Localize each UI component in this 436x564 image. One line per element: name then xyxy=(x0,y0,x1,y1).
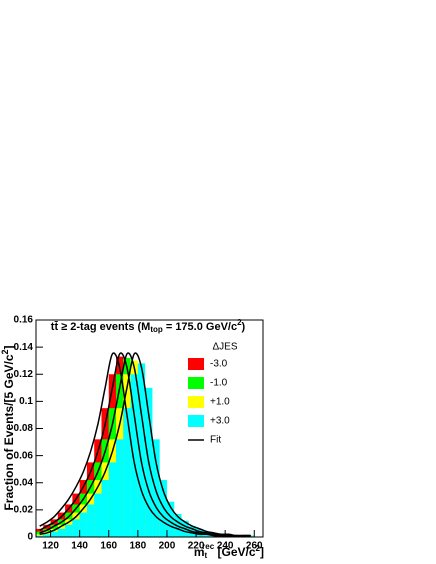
y-tick-label: 0.1 xyxy=(19,396,33,407)
legend-label: +3.0 xyxy=(210,416,230,427)
y-tick-label: 0.16 xyxy=(14,315,34,326)
histogram-bar xyxy=(79,512,87,537)
title-main: tt̄ ≥ 2-tag events (M xyxy=(51,321,151,333)
x-tick-label: 140 xyxy=(71,541,88,552)
histogram-bar xyxy=(108,462,117,537)
y-tick-label: 0 xyxy=(27,532,33,543)
x-tick-label: 260 xyxy=(246,541,263,552)
x-tick-label: 120 xyxy=(42,541,59,552)
y-tick-label: 0.14 xyxy=(14,342,34,353)
y-label-main: Fraction of Events/[5 GeV/c xyxy=(2,354,16,510)
y-tick-label: 0.04 xyxy=(14,477,34,488)
legend-title: ΔJES xyxy=(212,342,237,353)
histogram-bar xyxy=(50,531,58,537)
x-label-unit-sup: 2 xyxy=(256,544,261,553)
y-label-sup: 2 xyxy=(0,349,10,354)
histogram-bar xyxy=(101,480,109,537)
y-tick-label: 0.08 xyxy=(14,423,34,434)
histogram-bar xyxy=(123,408,131,537)
y-tick-label: 0.02 xyxy=(14,505,34,516)
histogram-bar xyxy=(116,439,124,537)
x-label-unit: [GeV/c xyxy=(214,545,256,559)
chart-title: tt̄ ≥ 2-tag events (Mtop = 175.0 GeV/c2) xyxy=(51,318,246,334)
x-label-m: m xyxy=(194,545,205,559)
histogram-bar xyxy=(43,534,51,537)
title-sup: 2 xyxy=(237,318,242,327)
legend-label: -3.0 xyxy=(210,359,228,370)
title-sub: top xyxy=(150,325,163,334)
x-tick-label: 240 xyxy=(217,541,234,552)
title-end: ) xyxy=(242,321,246,333)
fit-curve xyxy=(39,352,251,537)
x-tick-label: 200 xyxy=(159,541,176,552)
x-tick-label: 160 xyxy=(100,541,117,552)
histogram-bar xyxy=(57,528,66,537)
x-axis-label: mtrec [GeV/c2] xyxy=(194,542,264,560)
legend-label: -1.0 xyxy=(210,378,228,389)
legend-label: +1.0 xyxy=(210,397,230,408)
histogram-bar xyxy=(152,439,160,537)
histogram-bar xyxy=(137,363,146,537)
y-axis-label: Fraction of Events/[5 GeV/c2] xyxy=(0,345,16,510)
y-tick-label: 0.12 xyxy=(14,369,34,380)
histogram-bar xyxy=(72,519,80,537)
x-tick-label: 180 xyxy=(130,541,147,552)
legend-swatch xyxy=(188,358,204,370)
fit-curve xyxy=(39,352,251,537)
histogram-bar xyxy=(94,493,102,537)
legend-label: Fit xyxy=(210,435,221,446)
y-tick-label: 0.06 xyxy=(14,450,34,461)
histogram-bar xyxy=(65,524,73,537)
histogram-bar xyxy=(166,501,175,537)
y-label-end: ] xyxy=(2,345,16,349)
x-label-sup: rec xyxy=(202,542,215,551)
legend-swatch xyxy=(188,377,204,389)
x-label-end: ] xyxy=(260,545,264,559)
legend-swatch xyxy=(188,415,204,427)
fit-curve xyxy=(39,352,251,537)
histogram-bar xyxy=(130,374,138,537)
histogram-bar xyxy=(86,504,95,537)
legend-swatch xyxy=(188,396,204,408)
x-tick-label: 220 xyxy=(188,541,205,552)
title-rest: = 175.0 GeV/c xyxy=(163,321,237,333)
histogram-bar xyxy=(36,535,44,537)
x-label-sub: t xyxy=(205,551,208,560)
